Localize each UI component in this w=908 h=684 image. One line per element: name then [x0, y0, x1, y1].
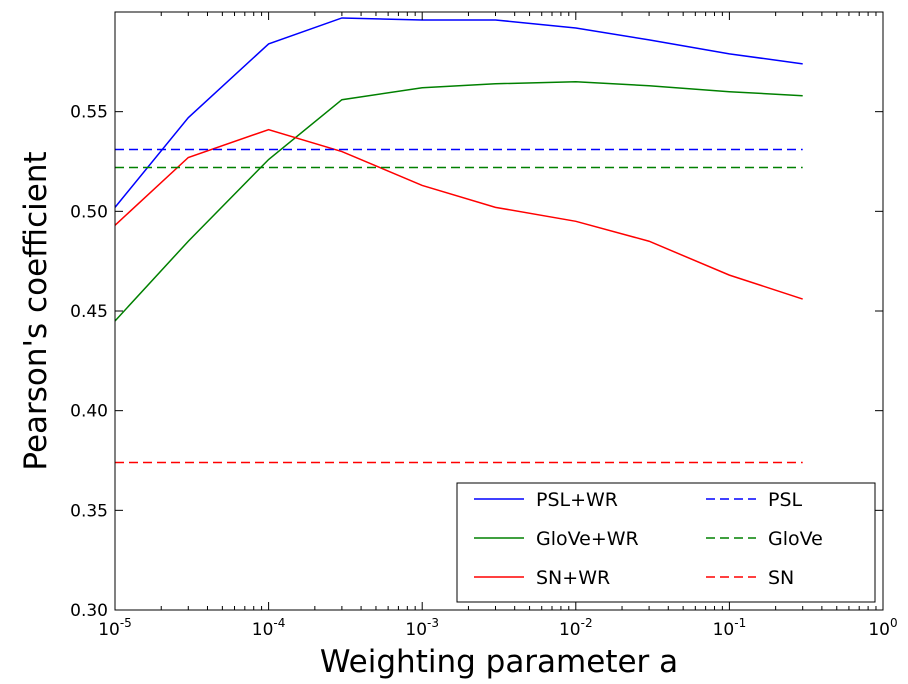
x-axis-title: Weighting parameter a — [320, 644, 678, 680]
x-tick-label: 10-4 — [252, 616, 286, 640]
series-line-glove-wr — [114, 81, 803, 322]
legend-label: GloVe — [768, 528, 823, 550]
legend-box — [456, 482, 876, 603]
y-axis-title: Pearson's coefficient — [18, 151, 54, 470]
y-tick-label: 0.30 — [70, 601, 108, 621]
series-line-psl-wr — [114, 17, 803, 208]
x-tick-label: 100 — [868, 616, 897, 640]
tick-layer: 0.30 0.35 0.40 0.45 0.50 0.55 10-5 10-4 10-3 10-2… — [70, 12, 898, 640]
legend-label: PSL — [768, 489, 803, 511]
legend-label: SN — [768, 567, 794, 589]
y-tick-label: 0.35 — [70, 501, 108, 521]
y-tick-label: 0.45 — [70, 302, 108, 322]
legend-label: PSL+WR — [536, 489, 618, 511]
y-tick-label: 0.40 — [70, 402, 108, 422]
x-tick-label: 10-2 — [559, 616, 593, 640]
y-tick-label: 0.55 — [70, 103, 108, 123]
y-tick-label: 0.50 — [70, 202, 108, 222]
legend: PSL+WR GloVe+WR SN+WR PSL GloVe SN — [456, 482, 876, 603]
x-tick-label: 10-1 — [713, 616, 747, 640]
x-tick-label: 10-5 — [98, 616, 132, 640]
x-tick-label: 10-3 — [405, 616, 439, 640]
legend-label: SN+WR — [536, 567, 610, 589]
series-layer — [114, 17, 803, 464]
legend-label: GloVe+WR — [536, 528, 639, 550]
series-line-sn-wr — [114, 128, 803, 300]
